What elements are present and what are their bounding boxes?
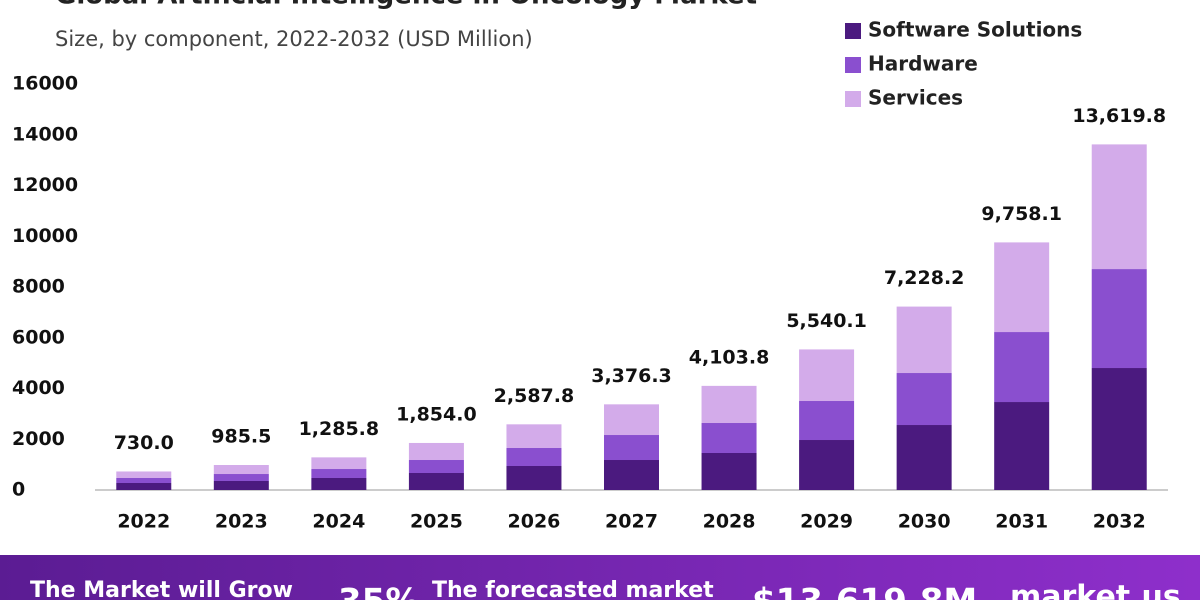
bar-segment — [604, 404, 659, 436]
bar-segment — [506, 465, 562, 490]
total-label: 1,285.8 — [299, 418, 380, 440]
bar-segment — [213, 474, 269, 481]
x-tick-label: 2030 — [898, 511, 951, 533]
bar-segment — [213, 480, 269, 490]
bar-segment — [799, 440, 855, 490]
bar-segment — [896, 306, 952, 374]
bar-segment — [116, 471, 172, 478]
bar-segment — [408, 442, 464, 461]
bar-segment — [116, 477, 172, 483]
y-tick-label: 8000 — [12, 276, 65, 298]
legend-label: Software Solutions — [868, 18, 1082, 42]
bar-segment — [994, 402, 1050, 490]
y-tick-label: 0 — [12, 479, 25, 501]
total-label: 9,758.1 — [981, 203, 1062, 225]
chart-subtitle: Size, by component, 2022-2032 (USD Milli… — [55, 27, 533, 51]
footer-forecast-value: $13,619.8M — [752, 582, 977, 600]
bar-segment — [799, 349, 855, 402]
total-label: 730.0 — [114, 432, 174, 454]
footer-forecast: The forecasted market — [432, 578, 714, 600]
y-tick-label: 12000 — [12, 174, 78, 196]
bar-segment — [408, 460, 464, 473]
x-tick-label: 2032 — [1093, 511, 1146, 533]
bar-segment — [506, 424, 562, 449]
bar-segment — [701, 453, 757, 490]
legend-swatch — [845, 23, 861, 39]
total-label: 1,854.0 — [396, 403, 477, 425]
x-tick-label: 2025 — [410, 511, 463, 533]
x-tick-label: 2024 — [312, 511, 365, 533]
bar-segment — [604, 460, 659, 490]
bar-segment — [408, 472, 464, 490]
chart-title: Global Artificial Intelligence in Oncolo… — [55, 0, 757, 11]
footer-brand: market.us — [1010, 580, 1181, 600]
bar-segment — [604, 435, 659, 461]
bar-segment — [311, 457, 367, 470]
legend-swatch — [845, 57, 861, 73]
bar-segment — [311, 469, 367, 478]
bar-segment — [1091, 368, 1147, 490]
bar-segment — [1091, 269, 1147, 369]
bar-segment — [1091, 144, 1147, 270]
legend-swatch — [845, 91, 861, 107]
total-label: 13,619.8 — [1072, 105, 1166, 127]
y-tick-label: 2000 — [12, 428, 65, 450]
x-tick-label: 2031 — [995, 511, 1048, 533]
bar-segment — [994, 332, 1050, 403]
bar-segment — [506, 448, 562, 466]
total-label: 5,540.1 — [786, 310, 867, 332]
x-tick-label: 2026 — [508, 511, 561, 533]
footer-grow: The Market will Grow — [30, 578, 293, 600]
total-label: 4,103.8 — [689, 346, 770, 368]
bar-segment — [701, 423, 757, 454]
legend-label: Services — [868, 86, 963, 110]
total-label: 2,587.8 — [494, 385, 575, 407]
bar-segment — [701, 385, 757, 424]
x-tick-label: 2023 — [215, 511, 268, 533]
y-tick-label: 16000 — [12, 73, 78, 95]
bar-segment — [311, 477, 367, 490]
x-tick-label: 2029 — [800, 511, 853, 533]
total-label: 7,228.2 — [884, 267, 965, 289]
footer-cagr: 35% — [338, 582, 419, 600]
y-tick-label: 6000 — [12, 326, 65, 348]
y-tick-label: 4000 — [12, 377, 65, 399]
bar-segment — [213, 465, 269, 475]
total-label: 985.5 — [211, 425, 271, 447]
y-tick-label: 14000 — [12, 123, 78, 145]
total-label: 3,376.3 — [591, 365, 672, 387]
bar-segment — [799, 401, 855, 441]
x-tick-label: 2028 — [703, 511, 756, 533]
footer-band — [0, 555, 1200, 600]
y-tick-label: 10000 — [12, 225, 78, 247]
bar-segment — [116, 482, 172, 490]
x-tick-label: 2022 — [117, 511, 170, 533]
x-tick-label: 2027 — [605, 511, 658, 533]
legend-label: Hardware — [868, 52, 978, 76]
bar-segment — [994, 242, 1050, 333]
bar-segment — [896, 425, 952, 490]
bar-segment — [896, 373, 952, 426]
